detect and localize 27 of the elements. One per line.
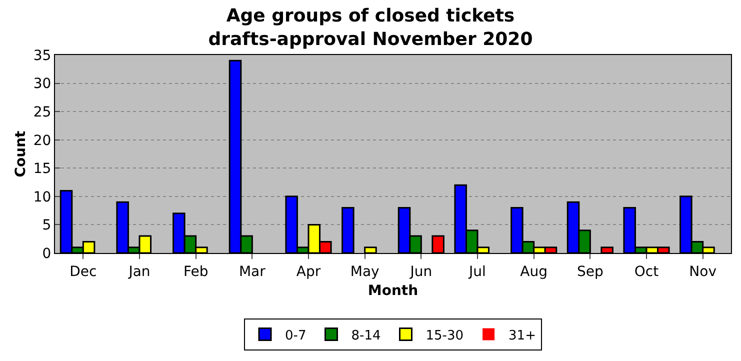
x-tick-label: Oct <box>634 264 660 280</box>
x-tick-label: Apr <box>296 264 321 280</box>
y-tick-label: 5 <box>42 218 52 234</box>
x-tick-label: Nov <box>689 264 716 280</box>
y-tick-label: 0 <box>42 246 52 262</box>
y-tick-label: 35 <box>33 48 52 64</box>
x-tick-label: Mar <box>238 264 266 280</box>
x-tick-label: Aug <box>520 264 548 280</box>
legend-label: 8-14 <box>351 328 381 344</box>
x-tick-label: Feb <box>183 264 208 280</box>
y-tick-label: 20 <box>33 132 52 149</box>
x-axis-title: Month <box>368 283 418 300</box>
x-tick-label: Jul <box>468 264 486 280</box>
legend-label: 15-30 <box>426 328 464 344</box>
y-tick-label: 30 <box>33 76 52 92</box>
x-tick-label: Jan <box>128 264 150 280</box>
chart-title: Age groups of closed tickets drafts-approval November 2020 <box>208 6 533 50</box>
y-tick-label: 25 <box>33 104 52 120</box>
x-tick-label: Jun <box>409 264 432 280</box>
x-tick-label: Dec <box>70 264 97 280</box>
y-tick-label: 10 <box>33 189 52 206</box>
x-tick-label: May <box>350 264 380 280</box>
legend-label: 31+ <box>508 328 536 344</box>
x-tick-label: Sep <box>576 264 604 280</box>
y-tick-label: 15 <box>33 161 52 178</box>
y-axis-title: Count <box>12 130 29 178</box>
legend-label: 0-7 <box>285 328 306 344</box>
